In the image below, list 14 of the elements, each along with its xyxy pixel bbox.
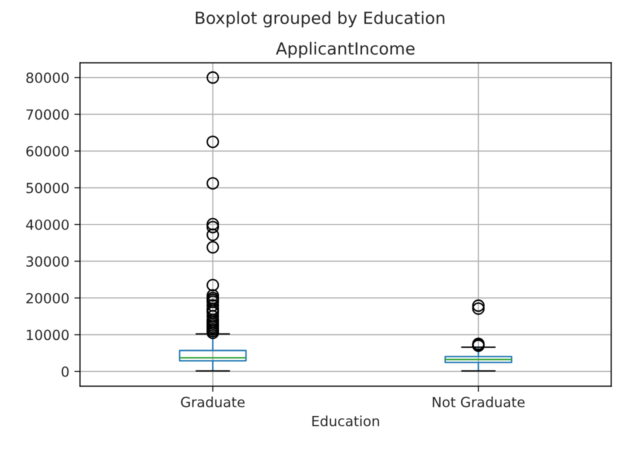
y-tick-label: 0 bbox=[62, 366, 69, 377]
y-tick-label: 10000 bbox=[26, 330, 69, 340]
x-axis-title: Education bbox=[312, 416, 379, 426]
x-tick-label: Graduate bbox=[181, 396, 245, 408]
y-tick-label: 80000 bbox=[26, 72, 69, 84]
chart-subtitle: ApplicantIncome bbox=[276, 42, 415, 58]
x-tick-label: Not Graduate bbox=[432, 396, 525, 408]
y-tick-label: 20000 bbox=[26, 292, 69, 304]
y-tick-label: 50000 bbox=[26, 182, 69, 194]
y-tick-label: 60000 bbox=[26, 146, 69, 156]
y-tick-label: 70000 bbox=[26, 109, 69, 120]
y-tick-label: 30000 bbox=[26, 256, 69, 267]
chart-title: Boxplot grouped by Education bbox=[196, 11, 444, 28]
y-tick-label: 40000 bbox=[26, 219, 69, 230]
